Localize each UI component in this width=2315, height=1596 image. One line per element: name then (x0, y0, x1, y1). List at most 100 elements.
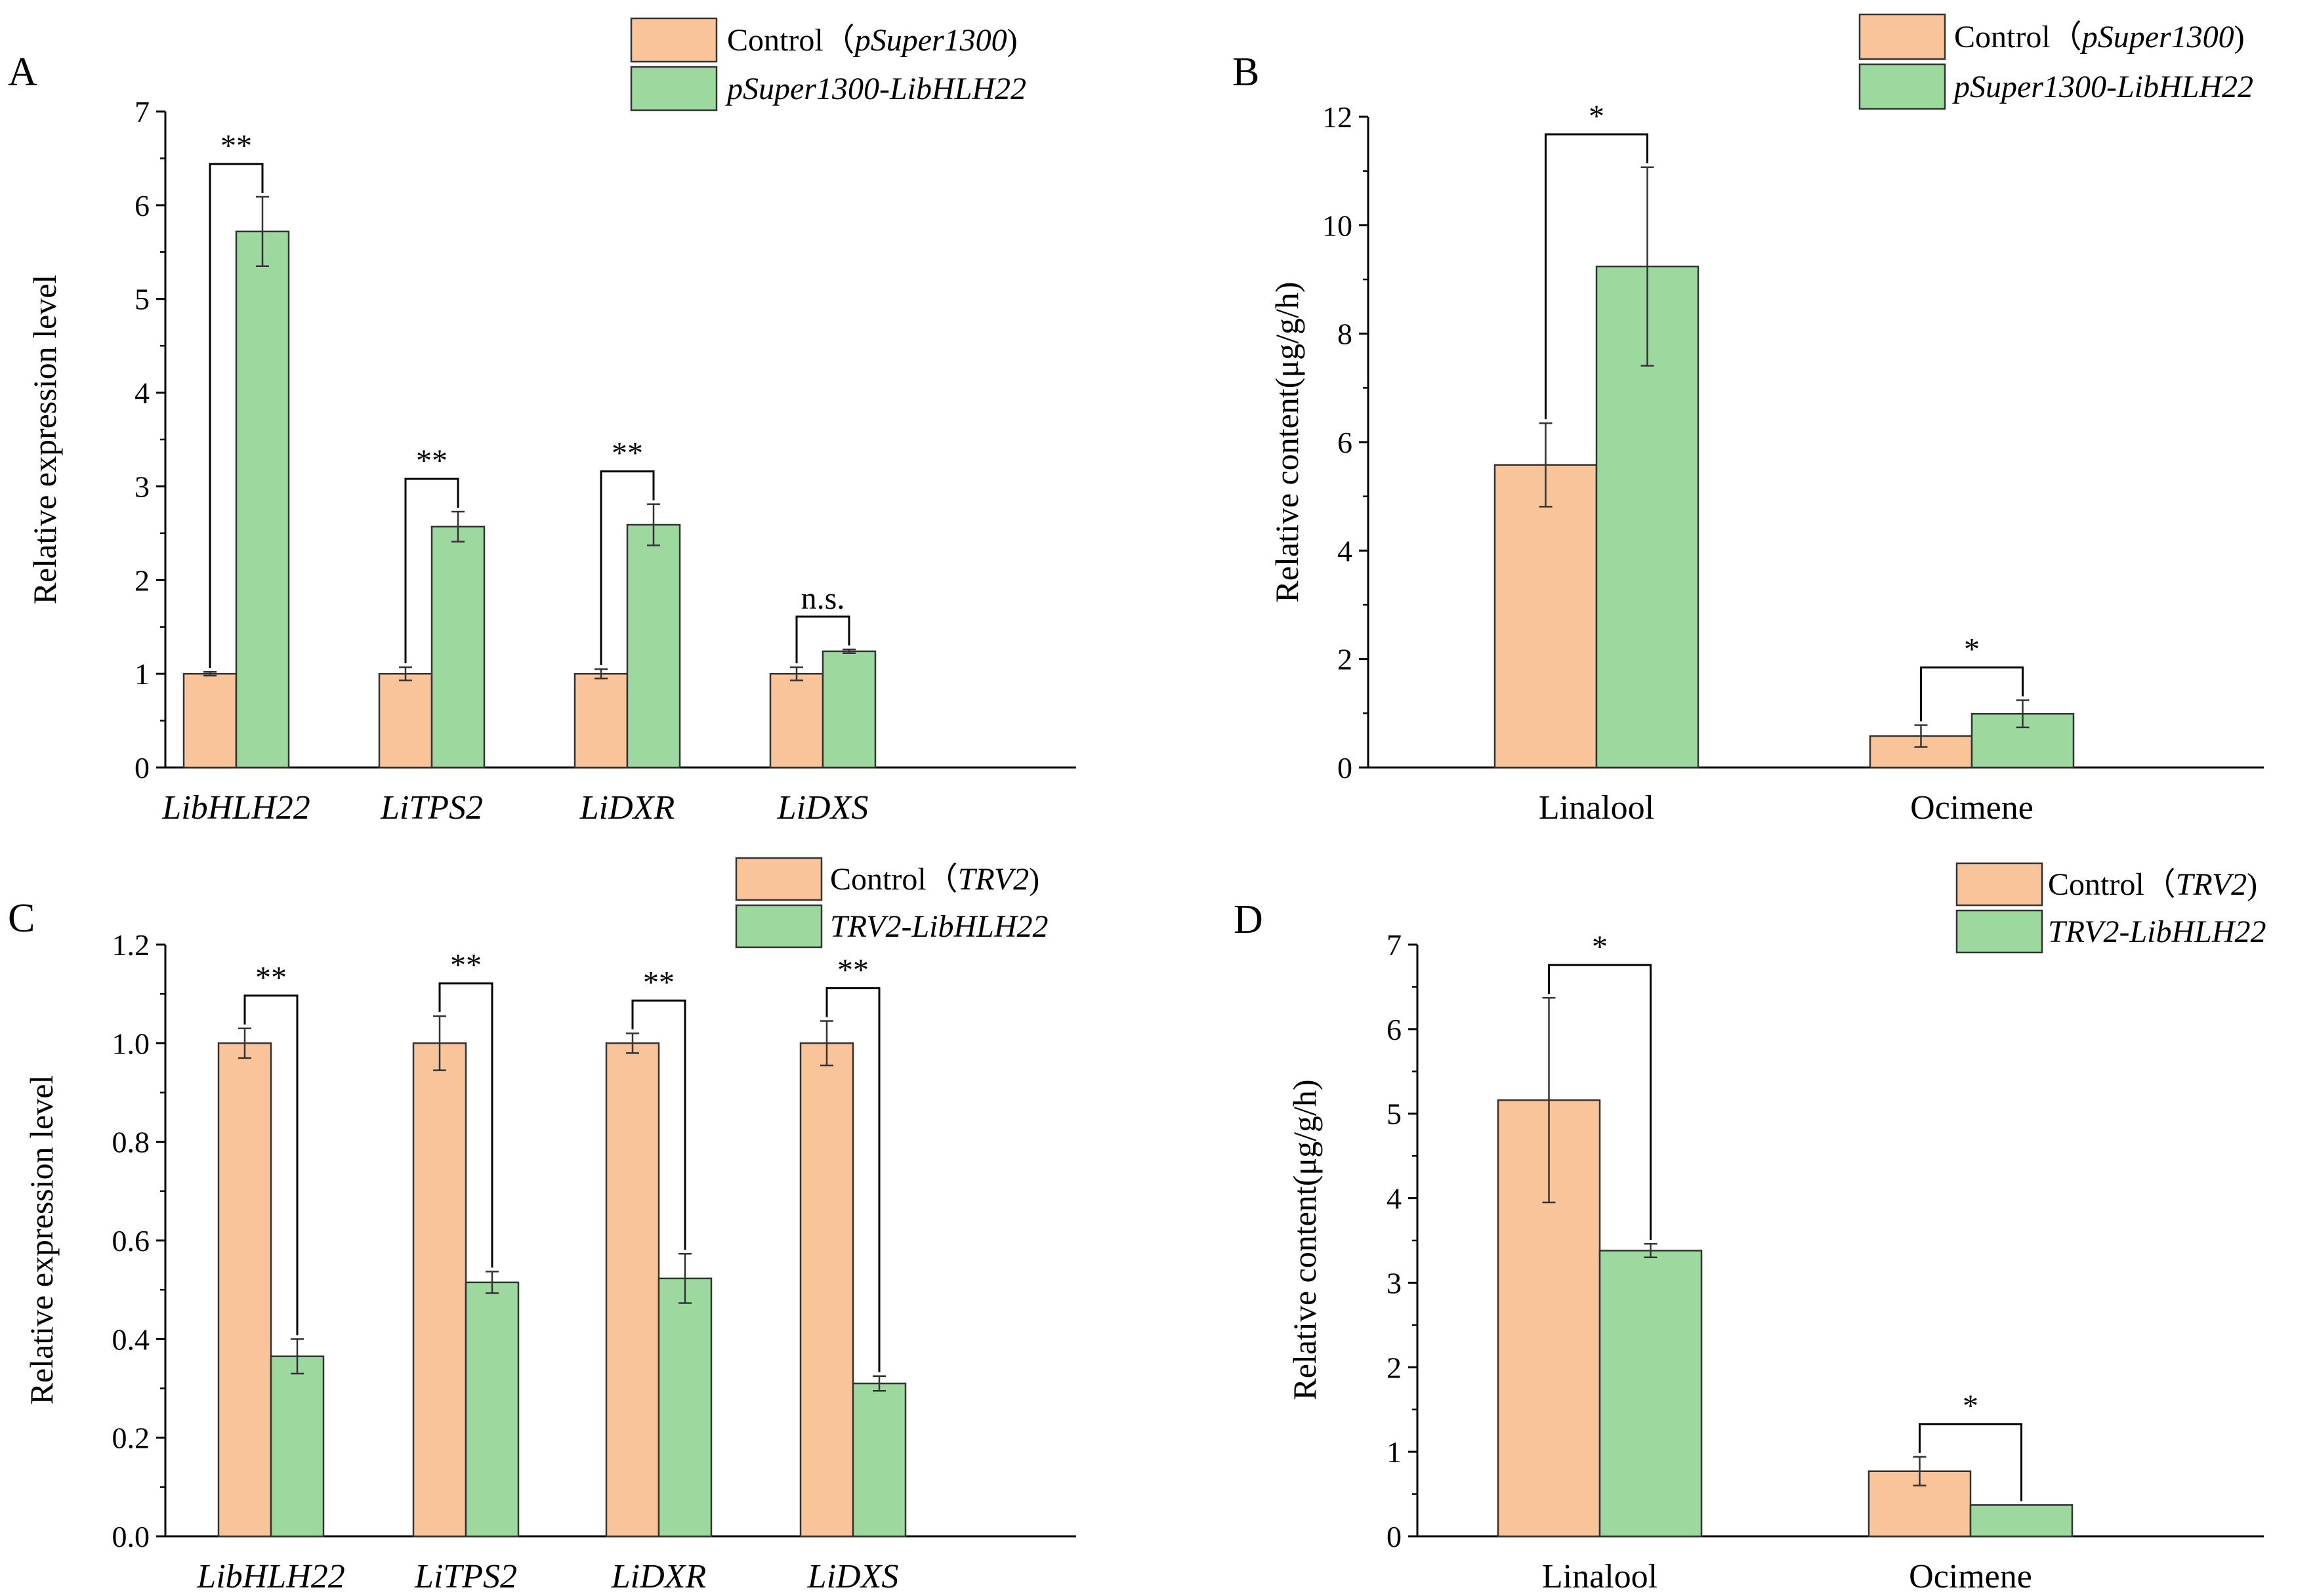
panel-c: C 0.0 0.2 0.4 0.6 0.8 1.0 1.2 Relative expressio… (8, 857, 1076, 1595)
x-category-label: LibHLH22 (196, 1558, 344, 1595)
x-category-label: LiTPS2 (380, 789, 483, 827)
legend-swatch-treatment (1858, 63, 1946, 110)
y-tick-label: 6 (135, 189, 150, 222)
significance-bracket (1920, 666, 2024, 722)
x-category-label: Linalool (1539, 789, 1654, 827)
y-tick-label: 7 (1387, 928, 1402, 962)
significance-label: * (1963, 1389, 1978, 1423)
control-bar-litps2 (378, 672, 433, 769)
y-tick-label: 0.8 (112, 1126, 150, 1159)
y-axis-title: Relative content(μg/g/h) (1268, 281, 1305, 602)
legend-label-control: Control（TRV2) (830, 862, 1039, 897)
legend-label-control: Control（pSuper1300) (1954, 20, 2245, 54)
legend-control-suffix: ) (2247, 867, 2257, 902)
y-tick-label: 1.2 (112, 928, 150, 962)
y-tick-label: 5 (135, 283, 150, 316)
y-tick-label: 4 (1337, 534, 1352, 567)
significance-bracket (600, 470, 655, 665)
y-tick-label: 0 (1337, 751, 1352, 785)
legend-swatch-treatment (630, 66, 718, 112)
significance-bracket (438, 982, 493, 1268)
legend-control-suffix: ) (1029, 862, 1039, 897)
y-tick-label: 6 (1387, 1013, 1402, 1046)
control-bar-litps2 (412, 1042, 467, 1538)
y-tick-label: 1.0 (112, 1027, 150, 1060)
control-bar-linalool (1493, 464, 1598, 769)
y-tick-label: 0.6 (112, 1224, 150, 1258)
legend: Control（TRV2) TRV2-LibHLH22 (735, 857, 1049, 949)
y-axis-title: Relative content(μg/g/h) (1286, 1079, 1323, 1400)
control-bar-libhlh22 (217, 1042, 272, 1538)
y-tick-label: 7 (135, 95, 150, 129)
legend-label-treatment: pSuper1300-LibHLH22 (1952, 70, 2253, 104)
control-bar-libhlh22 (182, 672, 238, 769)
y-tick-label: 4 (135, 377, 150, 410)
x-category-label: LiDXS (807, 1558, 899, 1595)
y-tick-label: 0.0 (112, 1520, 150, 1553)
legend-swatch-control (1858, 13, 1946, 60)
treatment-bar-lidxs (852, 1382, 907, 1538)
panel-a: A 0 1 2 3 4 5 6 7 Relative expression level ** LibH… (8, 17, 1076, 827)
x-category-label: LiDXR (611, 1558, 706, 1595)
legend-control-italic: TRV2 (2176, 867, 2247, 902)
treatment-bar-linalool (1598, 1250, 1703, 1538)
control-bar-lidxs (769, 672, 824, 769)
x-category-label: LiDXS (777, 789, 869, 827)
panel-letter: C (8, 896, 35, 941)
panel-d: D 0 1 2 3 4 5 6 7 Relative content(μg/g/h) * Linalo… (1234, 862, 2266, 1595)
significance-label: ** (837, 953, 869, 988)
legend-label-control: Control（TRV2) (2048, 867, 2257, 902)
legend-control-italic: TRV2 (958, 862, 1029, 897)
legend-control-suffix: ) (1007, 23, 1018, 58)
significance-bracket (209, 163, 264, 668)
legend-swatch-treatment (735, 904, 823, 949)
significance-label: * (1964, 632, 1980, 666)
y-tick-label: 0 (135, 751, 150, 785)
treatment-bar-lidxr (657, 1277, 713, 1538)
significance-label: n.s. (801, 581, 845, 616)
y-tick-label: 2 (1387, 1351, 1402, 1384)
y-tick-label: 4 (1387, 1182, 1402, 1216)
treatment-bar-litps2 (430, 525, 486, 769)
significance-bracket (1548, 964, 1652, 1240)
x-category-label: Linalool (1542, 1558, 1658, 1595)
x-category-label: LiDXR (579, 789, 675, 827)
y-axis-title: Relative expression level (26, 275, 63, 605)
legend-swatch-control (1955, 862, 2043, 907)
legend-control-prefix: Control（ (2048, 867, 2176, 902)
legend-control-italic: pSuper1300 (2080, 20, 2234, 54)
legend-swatch-control (630, 17, 718, 63)
y-tick-label: 2 (135, 563, 150, 597)
legend: Control（pSuper1300) pSuper1300-LibHLH22 (630, 17, 1026, 112)
y-axis-title: Relative expression level (23, 1075, 60, 1405)
significance-label: ** (255, 960, 287, 995)
significance-bracket (825, 987, 881, 1372)
panel-b: B 0 2 4 6 8 10 12 Relative content(μg/g/h) * Linal… (1232, 13, 2264, 827)
y-tick-label: 8 (1337, 317, 1352, 351)
legend-swatch-treatment (1955, 909, 2043, 954)
significance-label: ** (643, 965, 675, 1000)
y-tick-label: 10 (1322, 209, 1352, 242)
treatment-bar-ocimene (1969, 1504, 2074, 1538)
treatment-bar-libhlh22 (270, 1355, 325, 1538)
x-category-label: LiTPS2 (414, 1558, 517, 1595)
legend-control-italic: pSuper1300 (853, 23, 1007, 58)
significance-bracket (795, 615, 850, 664)
legend-control-prefix: Control（ (830, 862, 958, 897)
legend: Control（pSuper1300) pSuper1300-LibHLH22 (1858, 13, 2253, 110)
significance-bracket (404, 478, 459, 664)
x-category-label: Ocimene (1909, 1558, 2032, 1595)
control-bar-lidxr (605, 1042, 660, 1538)
legend-control-prefix: Control（ (1954, 20, 2082, 54)
legend-label-treatment: pSuper1300-LibHLH22 (725, 72, 1026, 106)
significance-bracket (1545, 133, 1648, 420)
y-tick-label: 3 (1387, 1266, 1402, 1299)
treatment-bar-lidxr (626, 523, 681, 769)
significance-label: * (1592, 930, 1608, 964)
control-bar-lidxr (574, 672, 629, 769)
legend-label-treatment: TRV2-LibHLH22 (2048, 914, 2266, 949)
y-tick-label: 5 (1387, 1097, 1402, 1131)
panel-letter: D (1234, 897, 1263, 942)
legend-control-prefix: Control（ (727, 23, 855, 58)
